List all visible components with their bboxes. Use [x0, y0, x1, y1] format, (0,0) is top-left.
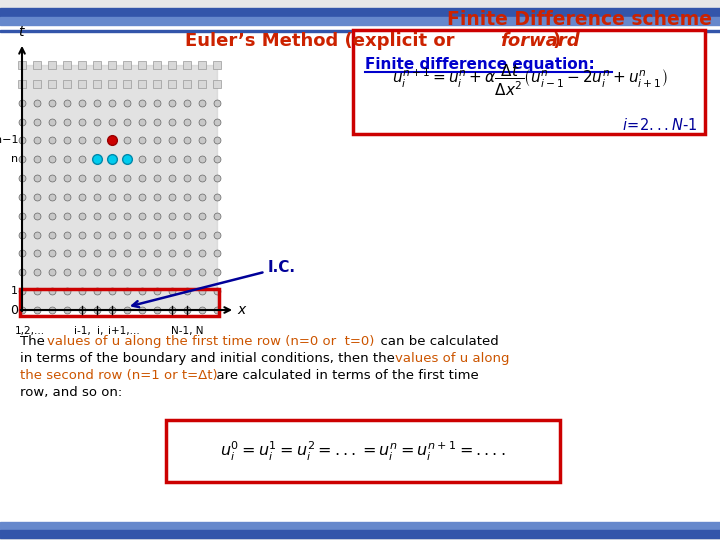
Text: can be calculated: can be calculated [372, 335, 499, 348]
Text: in terms of the boundary and initial conditions, then the: in terms of the boundary and initial con… [20, 352, 403, 365]
Text: N-1, N: N-1, N [171, 326, 203, 336]
Text: are calculated in terms of the first time: are calculated in terms of the first tim… [208, 369, 479, 382]
Text: row, and so on:: row, and so on: [20, 386, 122, 399]
FancyBboxPatch shape [353, 30, 705, 134]
Text: Finite difference equation:: Finite difference equation: [365, 57, 595, 71]
Text: Euler’s Method (explicit or: Euler’s Method (explicit or [185, 32, 461, 50]
Text: Finite Difference scheme: Finite Difference scheme [447, 10, 712, 29]
Text: I.C.: I.C. [132, 260, 296, 307]
Text: n: n [11, 154, 18, 164]
Text: i,: i, [96, 326, 103, 336]
Text: i+1,...: i+1,... [108, 326, 140, 336]
Text: n−1: n−1 [0, 136, 18, 145]
Bar [0, 530, 720, 538]
Bar [0, 17, 720, 25]
Text: values of u along the first time row (n=0 or  t=0): values of u along the first time row (n=… [47, 335, 374, 348]
Text: ): ) [552, 32, 560, 50]
Text: The: The [20, 335, 53, 348]
Text: x: x [237, 303, 246, 317]
Bar [0, 30, 720, 32]
Text: t: t [18, 25, 24, 39]
Text: forward: forward [500, 32, 580, 50]
Text: 0: 0 [10, 303, 18, 316]
Text: $u_i^{n+1} = u_i^n + \alpha \dfrac{\Delta t}{\Delta x^2}\left(u_{i-1}^n - 2u_i^n: $u_i^{n+1} = u_i^n + \alpha \dfrac{\Delt… [392, 62, 667, 98]
Bar [0, 522, 720, 530]
FancyBboxPatch shape [166, 420, 560, 482]
Text: values of u along: values of u along [395, 352, 510, 365]
Text: i-1,: i-1, [73, 326, 91, 336]
Text: $i\!=\!2...N\text{-}1$: $i\!=\!2...N\text{-}1$ [622, 117, 697, 133]
Text: $u_i^0 = u_i^1 = u_i^2 = ... = u_i^n = u_i^{n+1} = ....$: $u_i^0 = u_i^1 = u_i^2 = ... = u_i^n = u… [220, 440, 505, 463]
Bar [20, 289, 219, 316]
Text: 1: 1 [11, 286, 18, 296]
Bar [22, 65, 217, 310]
Text: the second row (n=1 or t=Δt): the second row (n=1 or t=Δt) [20, 369, 217, 382]
Bar [0, 8, 720, 17]
Text: 1,2,...: 1,2,... [14, 326, 45, 336]
